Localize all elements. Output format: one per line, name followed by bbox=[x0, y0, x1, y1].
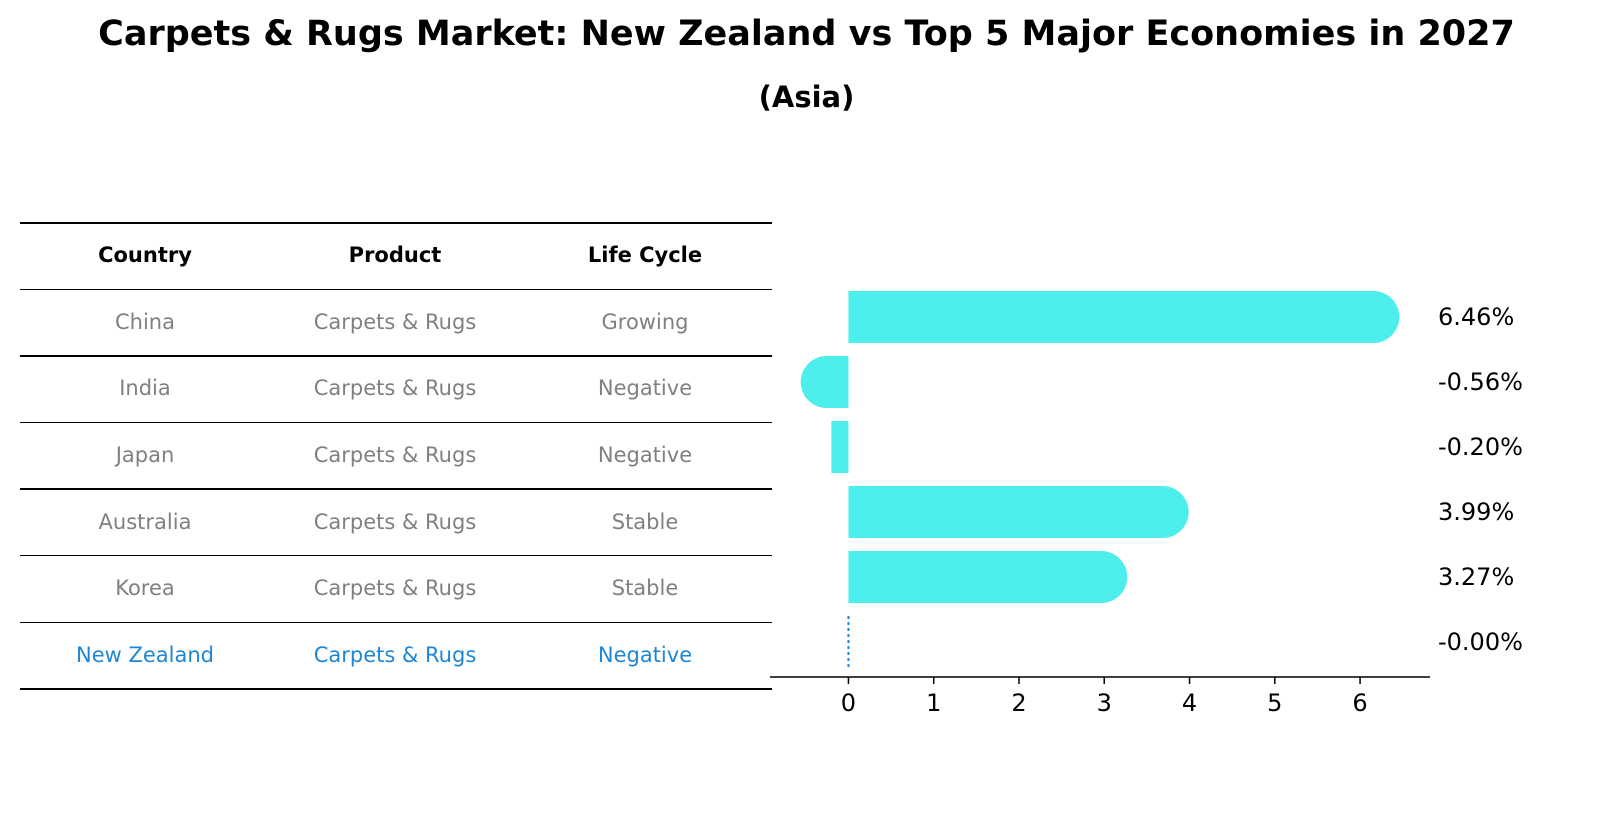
cell-country: India bbox=[119, 376, 171, 401]
cell-life-cycle: Stable bbox=[611, 576, 679, 601]
header-country: Country bbox=[98, 243, 192, 268]
life-cycle-table: Country Product Life Cycle China Carpets… bbox=[20, 222, 772, 690]
chart-title: Carpets & Rugs Market: New Zealand vs To… bbox=[98, 14, 1515, 54]
bar-china bbox=[848, 291, 1400, 343]
bar-korea bbox=[848, 551, 1128, 603]
cell-product: Carpets & Rugs bbox=[313, 642, 477, 667]
header-product: Product bbox=[348, 243, 442, 268]
table-top-rule bbox=[20, 222, 772, 224]
cell-product: Carpets & Rugs bbox=[313, 443, 477, 468]
x-tick-label: 5 bbox=[1267, 689, 1282, 717]
cell-country: New Zealand bbox=[76, 642, 214, 667]
cell-product: Carpets & Rugs bbox=[313, 576, 477, 601]
value-label: -0.20% bbox=[1438, 433, 1523, 461]
table-row: Australia Carpets & Rugs Stable bbox=[20, 488, 772, 555]
value-label: 3.99% bbox=[1438, 498, 1514, 526]
value-label: -0.56% bbox=[1438, 368, 1523, 396]
row-divider bbox=[20, 355, 772, 357]
table-bottom-rule bbox=[20, 688, 772, 690]
table-row: Korea Carpets & Rugs Stable bbox=[20, 554, 772, 622]
chart-subtitle: (Asia) bbox=[758, 80, 855, 114]
growth-bar-chart: 6.46% -0.56% -0.20% 3.99% 3.27% -0.00% 0 1 2 3 4 5 6 bbox=[770, 291, 1523, 717]
x-tick-label: 6 bbox=[1352, 689, 1367, 717]
cell-product: Carpets & Rugs bbox=[313, 509, 477, 534]
cell-life-cycle: Growing bbox=[601, 309, 689, 334]
row-divider bbox=[20, 488, 772, 490]
cell-life-cycle: Negative bbox=[597, 443, 693, 468]
table-row: India Carpets & Rugs Negative bbox=[20, 355, 772, 422]
x-tick-label: 4 bbox=[1182, 689, 1197, 717]
header-life-cycle: Life Cycle bbox=[587, 243, 703, 268]
cell-life-cycle: Negative bbox=[597, 376, 693, 401]
bar-india bbox=[800, 356, 849, 408]
row-divider bbox=[20, 421, 772, 424]
cell-product: Carpets & Rugs bbox=[313, 309, 477, 334]
table-row-highlight: New Zealand Carpets & Rugs Negative bbox=[20, 621, 772, 690]
table-row: Japan Carpets & Rugs Negative bbox=[20, 421, 772, 489]
cell-life-cycle: Stable bbox=[611, 509, 679, 534]
cell-product: Carpets & Rugs bbox=[313, 376, 477, 401]
row-divider bbox=[20, 621, 772, 624]
value-label: 6.46% bbox=[1438, 303, 1514, 331]
cell-country: China bbox=[115, 309, 175, 334]
row-divider bbox=[20, 554, 772, 557]
table-row: China Carpets & Rugs Growing bbox=[20, 288, 772, 356]
value-label: -0.00% bbox=[1438, 628, 1523, 656]
bar-japan bbox=[831, 421, 849, 473]
cell-country: Australia bbox=[98, 509, 192, 534]
cell-country: Japan bbox=[115, 443, 175, 468]
cell-country: Korea bbox=[115, 576, 175, 601]
value-label: 3.27% bbox=[1438, 563, 1514, 591]
table-header-row: Country Product Life Cycle bbox=[20, 222, 772, 289]
row-divider bbox=[20, 288, 772, 291]
bar-australia bbox=[848, 486, 1189, 538]
x-tick-label: 0 bbox=[841, 689, 856, 717]
x-tick-label: 2 bbox=[1011, 689, 1026, 717]
x-tick-label: 3 bbox=[1097, 689, 1112, 717]
cell-life-cycle: Negative bbox=[597, 642, 693, 667]
x-tick-label: 1 bbox=[926, 689, 941, 717]
